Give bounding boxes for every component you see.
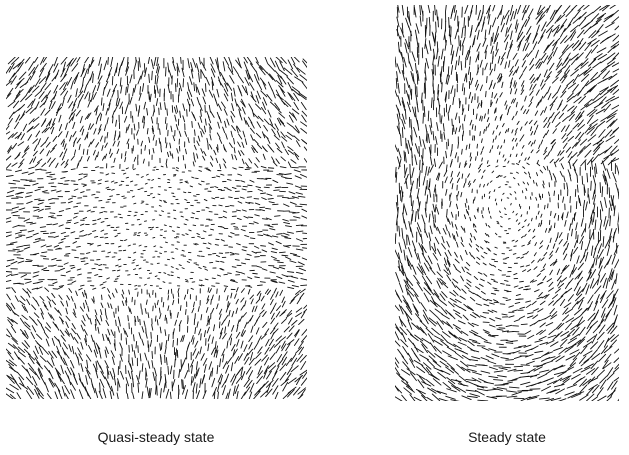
quasi-steady-vector-field <box>6 57 307 399</box>
vector-field-segments <box>395 5 619 401</box>
quasi-steady-caption: Quasi-steady state <box>97 429 215 445</box>
steady-field-panel <box>395 5 619 401</box>
vector-field-segments <box>6 57 307 399</box>
steady-vector-field <box>395 5 619 401</box>
quasi-steady-field-panel <box>6 57 307 399</box>
steady-caption: Steady state <box>468 429 546 445</box>
